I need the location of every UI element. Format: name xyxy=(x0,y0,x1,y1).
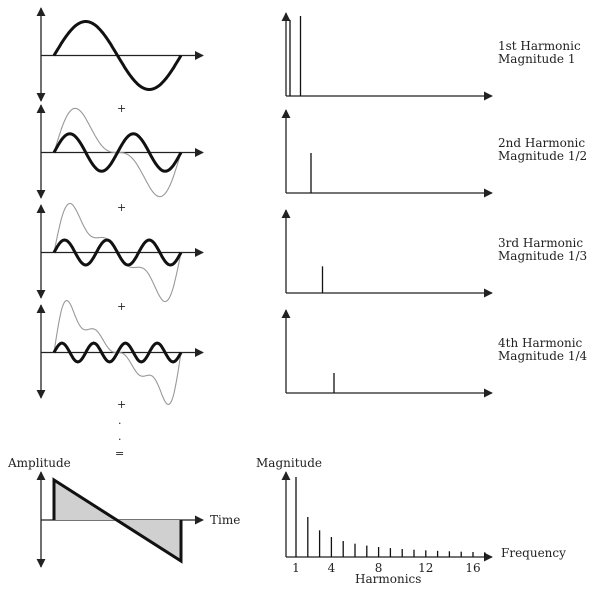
harmonic-name: 1st Harmonic xyxy=(498,39,581,53)
harmonic-wave xyxy=(52,132,183,173)
harmonic-wave xyxy=(52,20,183,91)
harmonics-caption: Harmonics xyxy=(355,572,421,586)
amplitude-axis-label: Amplitude xyxy=(7,456,71,470)
harmonic-tick-labels: 1 4 8 12 16 xyxy=(292,561,480,575)
magnitude-axis-label: Magnitude xyxy=(256,456,322,470)
harmonic-name: 4th Harmonic xyxy=(498,336,583,350)
frequency-axis-label: Frequency xyxy=(501,546,566,560)
ellipsis-dot: . xyxy=(118,430,122,443)
harmonic-magnitude: Magnitude 1/4 xyxy=(498,349,588,363)
harmonic-spikes xyxy=(295,477,486,557)
harmonic-name: 3rd Harmonic xyxy=(498,236,583,250)
plus-sign: + xyxy=(117,201,126,214)
plus-sign: + xyxy=(117,398,126,411)
harmonic-magnitude: Magnitude 1/3 xyxy=(498,249,587,263)
sawtooth-spectrum: Magnitude 1 4 8 12 16 Frequency Harmonics xyxy=(256,456,566,586)
harmonic-wave xyxy=(52,238,183,267)
plus-sign: + xyxy=(117,102,126,115)
harmonic-tick-label: 8 xyxy=(375,561,383,575)
harmonic-tick-label: 4 xyxy=(328,561,336,575)
harmonic-magnitude: Magnitude 1/2 xyxy=(498,149,587,163)
harmonic-tick-label: 12 xyxy=(418,561,433,575)
sawtooth-plot: Amplitude Time xyxy=(7,456,240,568)
plus-sign: + xyxy=(117,300,126,313)
harmonic-name: 2nd Harmonic xyxy=(498,136,585,150)
harmonic-wave xyxy=(52,341,183,364)
sawtooth-wave xyxy=(52,477,183,564)
harmonic-magnitude: Magnitude 1 xyxy=(498,52,575,66)
harmonic-tick-label: 16 xyxy=(465,561,480,575)
time-axis-label: Time xyxy=(210,513,240,527)
harmonic-tick-label: 1 xyxy=(292,561,300,575)
ellipsis-dot: . xyxy=(118,414,122,427)
equals-sign: = xyxy=(115,447,124,460)
